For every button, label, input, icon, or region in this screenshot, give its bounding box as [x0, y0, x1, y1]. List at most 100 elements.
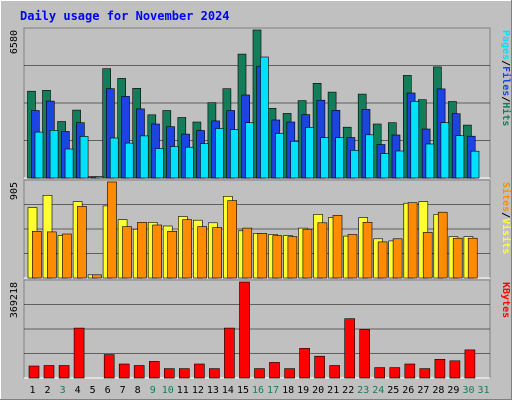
- bar-sites-day-29: [452, 237, 463, 279]
- bar-pages-day-23: [365, 134, 375, 179]
- bar-sites-day-18: [287, 236, 298, 279]
- day-label-16: 16: [252, 385, 264, 396]
- bar-kbytes-day-15: [239, 281, 250, 379]
- legend-entry: Pages: [500, 30, 511, 60]
- day-label-18: 18: [282, 385, 294, 396]
- bar-pages-day-7: [124, 142, 134, 179]
- bar-sites-day-19: [302, 228, 313, 279]
- legend-entry: Sites: [500, 182, 512, 212]
- bar-pages-day-29: [455, 135, 465, 179]
- day-label-14: 14: [222, 385, 234, 396]
- day-label-12: 12: [192, 385, 204, 396]
- bar-kbytes-day-19: [299, 348, 310, 379]
- bar-kbytes-day-17: [269, 362, 280, 379]
- bar-sites-day-10: [167, 231, 177, 279]
- panel-max-label: 905: [9, 182, 20, 200]
- bar-sites-day-23: [362, 222, 373, 279]
- day-label-7: 7: [120, 385, 126, 396]
- day-label-23: 23: [357, 385, 369, 396]
- bar-kbytes-day-6: [103, 354, 115, 379]
- day-label-26: 26: [402, 385, 414, 396]
- legend-entry: KBytes: [500, 282, 511, 318]
- bar-pages-day-12: [200, 143, 209, 179]
- bar-pages-day-8: [139, 135, 149, 179]
- day-label-3: 3: [60, 385, 66, 396]
- bar-kbytes-day-26: [404, 363, 416, 379]
- bar-sites-day-5: [92, 274, 102, 279]
- bar-kbytes-day-16: [254, 368, 265, 379]
- bar-pages-day-1: [34, 131, 44, 179]
- panel-legend: Sites/Visits: [500, 182, 512, 254]
- bar-kbytes-day-2: [43, 365, 55, 379]
- panel-legend: Pages/Files/Hits: [500, 30, 512, 126]
- day-label-30: 30: [462, 385, 474, 396]
- series-sites: [31, 181, 478, 279]
- bar-sites-day-17: [272, 235, 283, 279]
- panel-max-label: 369218: [9, 282, 20, 318]
- bar-kbytes-day-21: [329, 365, 341, 379]
- day-label-25: 25: [387, 385, 399, 396]
- bar-sites-day-13: [212, 227, 222, 279]
- bar-pages-day-25: [395, 150, 405, 179]
- bar-kbytes-day-10: [164, 368, 175, 379]
- bar-sites-day-24: [377, 241, 388, 279]
- legend-entry: Hits: [500, 102, 512, 126]
- bar-sites-day-27: [422, 232, 433, 279]
- bar-pages-day-4: [79, 136, 89, 179]
- day-label-4: 4: [75, 385, 81, 396]
- bar-sites-day-8: [137, 222, 147, 279]
- bar-pages-day-5: [94, 176, 104, 179]
- bar-sites-day-3: [62, 233, 72, 279]
- day-label-1: 1: [29, 385, 35, 396]
- bar-kbytes-day-29: [449, 360, 461, 379]
- day-label-5: 5: [90, 385, 96, 396]
- panel-visits-sites: 905 Sites/Visits: [9, 179, 512, 279]
- series-pages: [34, 56, 480, 179]
- day-label-22: 22: [342, 385, 354, 396]
- bar-pages-day-22: [350, 150, 360, 179]
- day-label-11: 11: [177, 385, 189, 396]
- day-label-31: 31: [477, 385, 489, 396]
- legend-entry: /: [500, 96, 511, 102]
- bar-sites-day-16: [257, 233, 268, 279]
- bar-sites-day-28: [437, 211, 448, 279]
- panel-max-label: 6580: [9, 30, 20, 54]
- panel-kbytes: 369218 KBytes: [9, 279, 511, 379]
- bar-kbytes-day-14: [224, 327, 235, 379]
- bar-kbytes-day-3: [58, 365, 70, 379]
- bar-pages-day-17: [275, 133, 284, 179]
- day-label-28: 28: [432, 385, 444, 396]
- bar-pages-day-24: [380, 153, 390, 179]
- bar-kbytes-day-1: [28, 365, 40, 379]
- legend-entry: Visits: [500, 218, 512, 254]
- legend-entry: Files: [500, 66, 512, 96]
- bar-pages-day-30: [470, 150, 480, 179]
- bar-sites-day-14: [227, 200, 237, 279]
- day-label-19: 19: [297, 385, 309, 396]
- bar-sites-day-12: [197, 226, 207, 279]
- bar-kbytes-day-20: [314, 355, 325, 379]
- bar-sites-day-22: [347, 234, 358, 279]
- bar-kbytes-day-13: [209, 368, 220, 379]
- bar-pages-day-3: [64, 148, 74, 179]
- bar-pages-day-13: [215, 128, 224, 179]
- bar-pages-day-2: [49, 130, 59, 179]
- panel-legend: KBytes: [500, 282, 511, 318]
- bar-sites-day-26: [407, 202, 418, 279]
- bar-sites-day-4: [77, 206, 87, 279]
- bar-pages-day-9: [155, 148, 164, 179]
- bar-kbytes-day-23: [359, 329, 371, 379]
- bar-sites-day-15: [242, 227, 253, 279]
- day-label-2: 2: [44, 385, 50, 396]
- bar-sites-day-21: [332, 215, 343, 279]
- day-label-20: 20: [312, 385, 324, 396]
- bar-kbytes-day-8: [133, 365, 145, 379]
- bar-kbytes-day-24: [374, 367, 386, 379]
- day-label-21: 21: [327, 385, 339, 396]
- day-label-9: 9: [150, 385, 156, 396]
- panel-hits-files-pages: 6580 Pages/Files/Hits: [9, 27, 512, 179]
- bar-sites-day-25: [392, 238, 403, 279]
- bar-sites-day-6: [107, 181, 117, 279]
- bar-pages-day-6: [109, 137, 119, 179]
